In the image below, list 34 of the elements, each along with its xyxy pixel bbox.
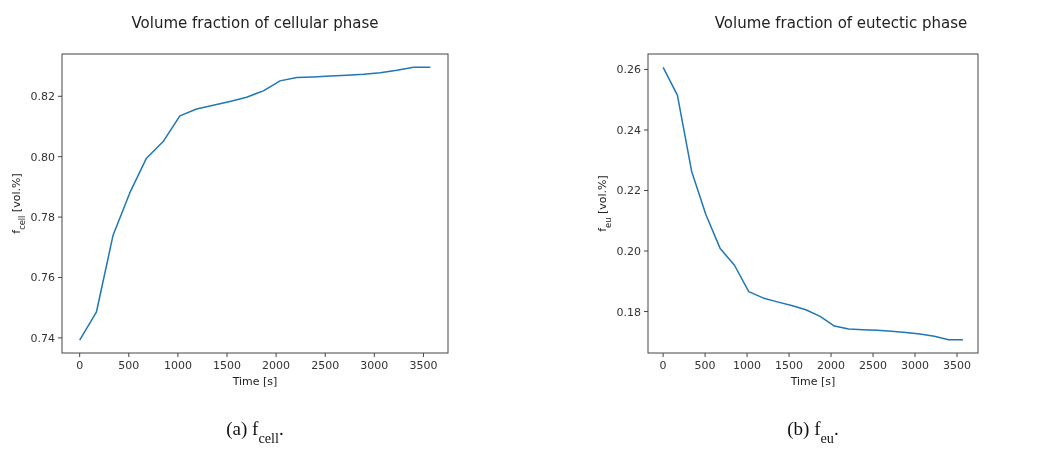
x-tick-label: 2500 <box>311 359 340 372</box>
text: (b) f$_{eu}$. <box>787 418 839 446</box>
text: (a) f$_{cell}$. <box>226 418 284 446</box>
x-tick-label: 500 <box>118 359 140 372</box>
x-axis-title: Time [s] <box>789 375 836 388</box>
x-tick-label: 2000 <box>817 359 846 372</box>
y-tick-label: 0.22 <box>616 184 641 198</box>
x-tick-label: 500 <box>694 359 716 372</box>
x-tick-label: 0 <box>76 359 84 372</box>
y-tick-label: 0.18 <box>616 305 641 319</box>
line-series <box>662 66 964 341</box>
y-tick-label: 0.78 <box>30 211 55 225</box>
x-tick-label: 1500 <box>213 359 242 372</box>
x-tick-label: 0 <box>659 359 667 372</box>
y-tick-label: 0.76 <box>30 271 55 285</box>
x-tick-label: 3500 <box>409 359 438 372</box>
x-tick-label: 1000 <box>733 359 762 372</box>
x-tick-label: 1500 <box>775 359 804 372</box>
y-tick-label: 0.24 <box>616 123 641 137</box>
y-tick-label: 0.80 <box>30 150 55 164</box>
y-tick-label: 0.26 <box>616 63 641 77</box>
x-tick-label: 2000 <box>262 359 291 372</box>
x-tick-label: 1000 <box>163 359 192 372</box>
y-tick-label: 0.82 <box>30 90 55 104</box>
x-tick-label: 3000 <box>360 359 389 372</box>
chart-title: Volume fraction of eutectic phase <box>714 14 968 32</box>
y-tick-label: 0.20 <box>616 245 641 259</box>
chart-title: Volume fraction of cellular phase <box>131 14 379 32</box>
x-axis-title: Time [s] <box>231 375 278 388</box>
y-tick-label: 0.74 <box>30 331 55 345</box>
x-tick-label: 3000 <box>901 359 930 372</box>
x-tick-label: 3500 <box>943 359 972 372</box>
x-tick-label: 2500 <box>859 359 888 372</box>
line-series <box>78 66 432 341</box>
